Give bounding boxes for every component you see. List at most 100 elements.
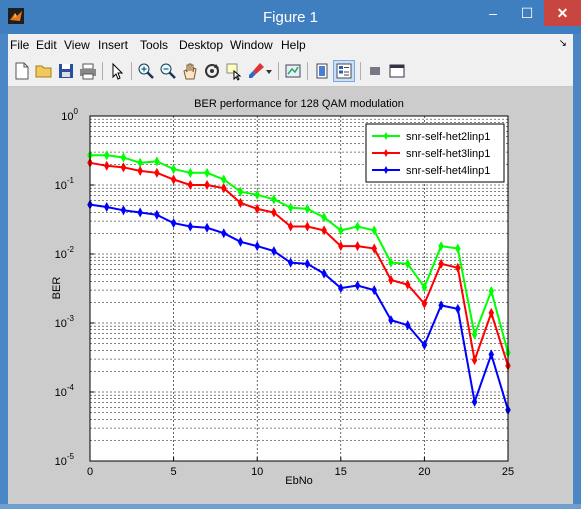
- maximize-button[interactable]: ☐: [520, 5, 534, 21]
- data-point[interactable]: [438, 300, 444, 311]
- brush-icon[interactable]: [246, 61, 266, 81]
- menu-overflow-icon[interactable]: ↘: [558, 38, 567, 49]
- data-point[interactable]: [404, 279, 411, 290]
- data-point[interactable]: [220, 228, 227, 239]
- print-icon[interactable]: [78, 61, 98, 81]
- data-point[interactable]: [455, 243, 461, 254]
- data-point[interactable]: [388, 274, 394, 286]
- data-point[interactable]: [354, 221, 361, 232]
- data-point[interactable]: [204, 179, 210, 191]
- save-icon[interactable]: [56, 61, 76, 81]
- data-point[interactable]: [103, 201, 110, 213]
- data-point[interactable]: [170, 164, 177, 175]
- data-point[interactable]: [338, 241, 344, 252]
- menu-insert[interactable]: Insert: [98, 38, 129, 52]
- open-file-icon[interactable]: [34, 61, 54, 81]
- data-point[interactable]: [404, 320, 411, 331]
- data-point[interactable]: [137, 165, 143, 176]
- data-point[interactable]: [404, 258, 411, 269]
- data-point[interactable]: [271, 246, 277, 257]
- series-line-2[interactable]: [89, 161, 509, 367]
- data-point[interactable]: [137, 207, 143, 218]
- pan-icon[interactable]: [180, 61, 200, 81]
- data-point[interactable]: [237, 236, 244, 247]
- data-point[interactable]: [187, 221, 194, 232]
- series-line-3[interactable]: [89, 203, 509, 411]
- minimize-button[interactable]: –: [489, 5, 497, 21]
- data-point[interactable]: [338, 225, 344, 236]
- data-point[interactable]: [388, 257, 394, 268]
- new-figure-icon[interactable]: [12, 61, 32, 81]
- menu-desktop[interactable]: Desktop: [179, 38, 224, 52]
- data-cursor-icon[interactable]: [224, 61, 244, 81]
- data-point[interactable]: [154, 209, 160, 220]
- legend[interactable]: snr-self-het2linp1 snr-self-het3linp1 snr-…: [365, 123, 505, 183]
- data-point[interactable]: [254, 189, 260, 200]
- data-point[interactable]: [220, 183, 227, 194]
- data-point[interactable]: [488, 286, 495, 297]
- data-point[interactable]: [237, 186, 244, 197]
- hide-plot-tools-icon[interactable]: [365, 61, 385, 81]
- menu-tools[interactable]: Tools: [140, 38, 169, 52]
- data-point[interactable]: [304, 203, 311, 214]
- link-plot-icon[interactable]: [283, 61, 303, 81]
- data-point[interactable]: [321, 268, 327, 279]
- ber-plot[interactable]: 0 5 10 15 20 25 100 10-1 10-2 10-3 10-4 10-5 BER pe…: [8, 87, 573, 504]
- data-point[interactable]: [321, 225, 327, 236]
- data-point[interactable]: [254, 203, 260, 214]
- data-point[interactable]: [338, 283, 344, 294]
- menu-help[interactable]: Help: [281, 38, 306, 52]
- data-point[interactable]: [170, 218, 177, 229]
- data-point[interactable]: [471, 396, 478, 407]
- data-point[interactable]: [455, 262, 461, 273]
- show-plot-tools-icon[interactable]: [387, 61, 407, 81]
- data-point[interactable]: [371, 225, 378, 236]
- data-point[interactable]: [204, 222, 210, 233]
- data-point[interactable]: [187, 167, 194, 178]
- legend-icon[interactable]: [333, 60, 355, 82]
- menu-window[interactable]: Window: [230, 38, 273, 52]
- data-point[interactable]: [204, 167, 210, 178]
- data-point[interactable]: [388, 315, 394, 326]
- zoom-in-icon[interactable]: [136, 61, 156, 81]
- data-point[interactable]: [287, 221, 294, 232]
- menu-file[interactable]: File: [10, 38, 30, 52]
- title-bar[interactable]: Figure 1 – ☐ ✕: [0, 0, 581, 34]
- data-point[interactable]: [287, 257, 294, 268]
- data-point[interactable]: [154, 167, 160, 178]
- data-point[interactable]: [421, 282, 428, 293]
- data-point[interactable]: [237, 197, 244, 208]
- pointer-icon[interactable]: [107, 61, 127, 81]
- data-point[interactable]: [354, 280, 361, 291]
- zoom-out-icon[interactable]: [158, 61, 178, 81]
- data-point[interactable]: [471, 329, 478, 340]
- data-point[interactable]: [304, 221, 311, 232]
- menu-edit[interactable]: Edit: [36, 38, 57, 52]
- close-button[interactable]: ✕: [544, 0, 581, 26]
- data-point[interactable]: [421, 339, 428, 351]
- menu-view[interactable]: View: [64, 38, 90, 52]
- data-point[interactable]: [170, 174, 177, 185]
- data-point[interactable]: [304, 258, 311, 269]
- data-point[interactable]: [254, 241, 260, 252]
- data-point[interactable]: [271, 207, 277, 218]
- data-point[interactable]: [438, 241, 444, 252]
- colorbar-icon[interactable]: [312, 61, 332, 81]
- data-point[interactable]: [488, 349, 495, 360]
- data-point[interactable]: [421, 298, 428, 309]
- data-point[interactable]: [120, 162, 127, 173]
- data-point[interactable]: [103, 150, 110, 161]
- data-point[interactable]: [371, 285, 378, 296]
- data-point[interactable]: [321, 212, 327, 223]
- data-point[interactable]: [455, 303, 461, 314]
- data-point[interactable]: [120, 205, 127, 216]
- data-point[interactable]: [271, 194, 277, 205]
- data-point[interactable]: [120, 152, 127, 163]
- data-point[interactable]: [154, 156, 160, 167]
- series-line-1[interactable]: [90, 154, 509, 354]
- data-point[interactable]: [187, 179, 194, 191]
- data-point[interactable]: [287, 202, 294, 213]
- data-point[interactable]: [488, 307, 495, 318]
- dropdown-arrow-icon[interactable]: [264, 61, 274, 81]
- rotate-3d-icon[interactable]: [202, 61, 222, 81]
